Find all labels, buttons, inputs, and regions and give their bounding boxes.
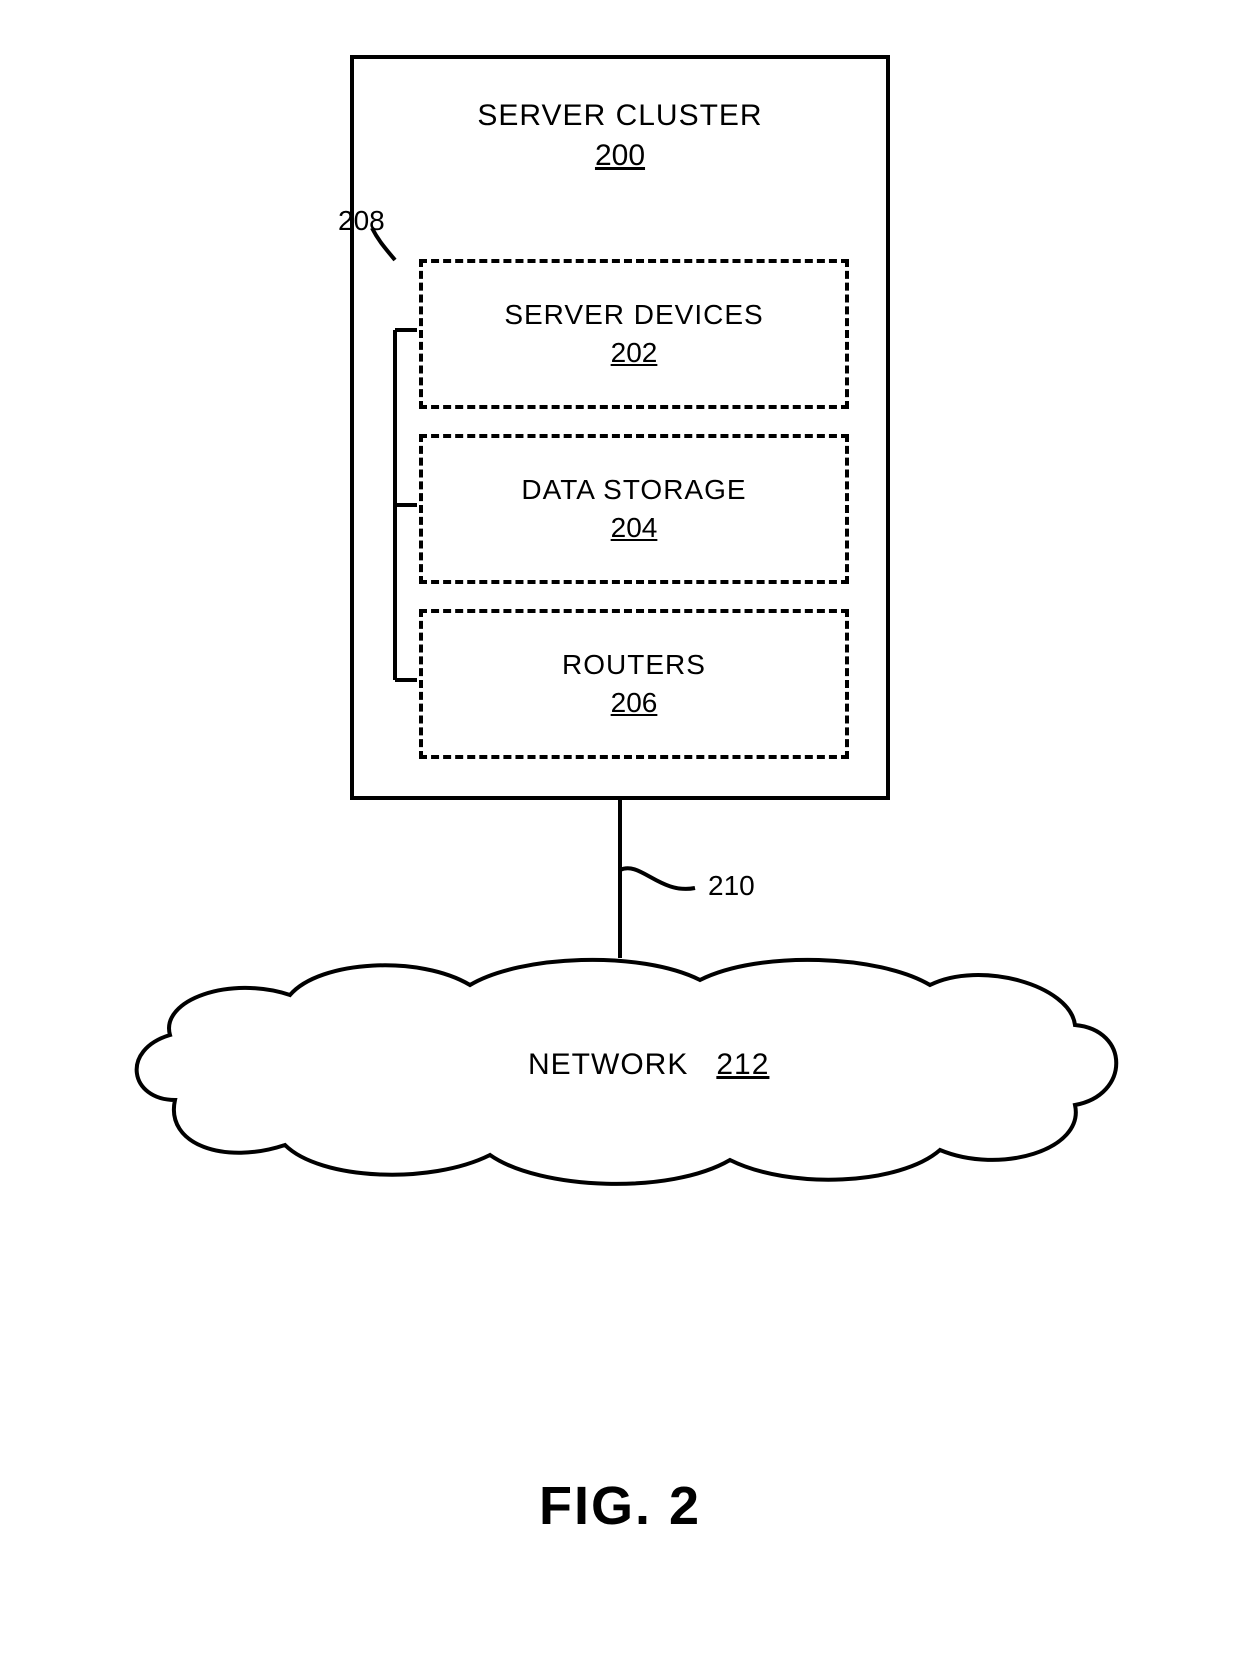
cluster-title: SERVER CLUSTER xyxy=(354,99,886,133)
box-title: SERVER DEVICES xyxy=(504,299,763,331)
box-title: DATA STORAGE xyxy=(521,474,746,506)
box-title: ROUTERS xyxy=(562,649,706,681)
link-label: 210 xyxy=(708,870,755,902)
cloud-number: 212 xyxy=(716,1048,769,1081)
cloud-name: NETWORK xyxy=(528,1048,688,1081)
box-number: 204 xyxy=(611,512,658,544)
figure-caption: FIG. 2 xyxy=(0,1475,1240,1537)
server-devices-box: SERVER DEVICES 202 xyxy=(419,259,849,409)
link-leader xyxy=(620,868,695,889)
cloud-label: NETWORK 212 xyxy=(528,1048,769,1082)
cluster-number: 200 xyxy=(354,139,886,173)
box-number: 206 xyxy=(611,687,658,719)
data-storage-box: DATA STORAGE 204 xyxy=(419,434,849,584)
bus-label: 208 xyxy=(338,205,385,237)
routers-box: ROUTERS 206 xyxy=(419,609,849,759)
server-cluster-box: SERVER CLUSTER 200 SERVER DEVICES 202 DA… xyxy=(350,55,890,800)
box-number: 202 xyxy=(611,337,658,369)
